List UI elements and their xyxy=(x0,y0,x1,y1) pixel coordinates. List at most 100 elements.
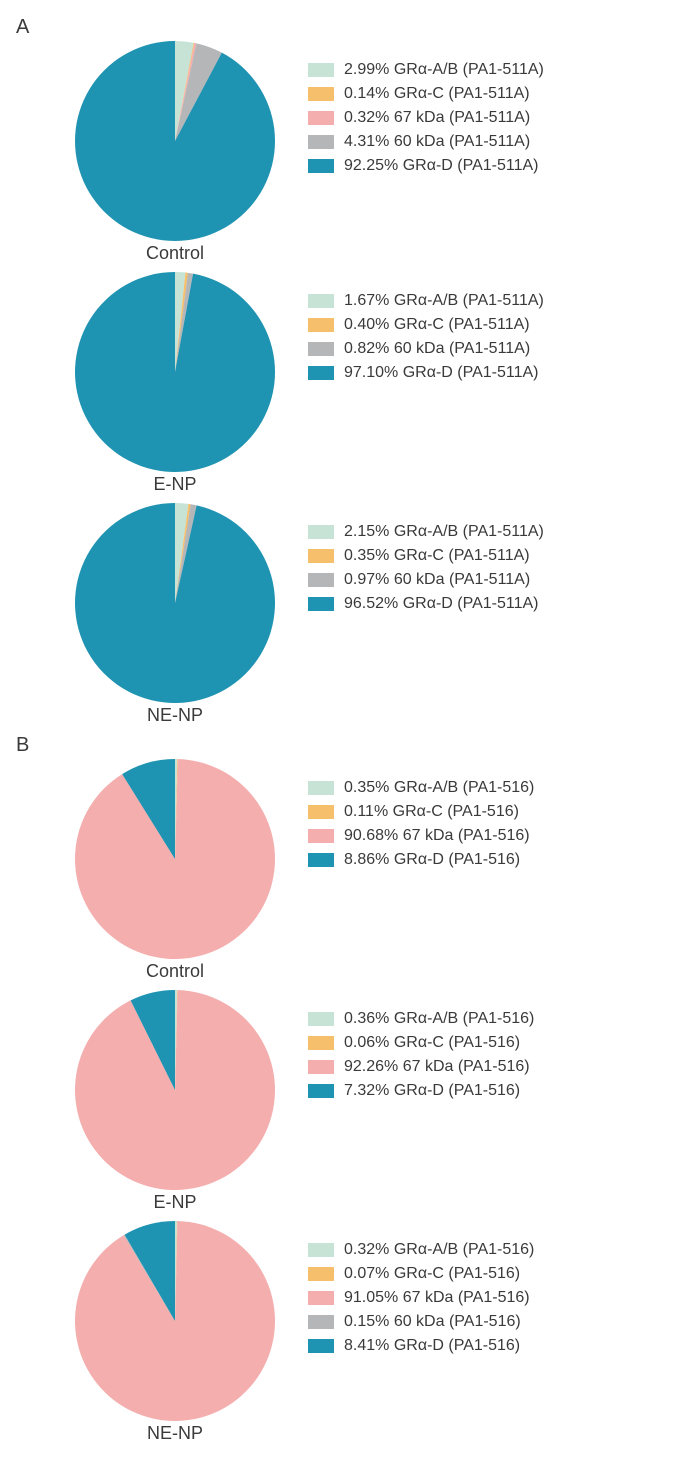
legend-item: 2.15% GRα-A/B (PA1-511A) xyxy=(308,523,544,541)
pie-chart xyxy=(75,759,275,959)
legend-text: 7.32% GRα-D (PA1-516) xyxy=(344,1082,520,1100)
legend-swatch xyxy=(308,111,334,125)
pie-caption: Control xyxy=(146,243,204,264)
legend-text: 8.86% GRα-D (PA1-516) xyxy=(344,851,520,869)
legend-item: 4.31% 60 kDa (PA1-511A) xyxy=(308,133,544,151)
legend-item: 1.67% GRα-A/B (PA1-511A) xyxy=(308,292,544,310)
legend-text: 0.32% 67 kDa (PA1-511A) xyxy=(344,109,530,127)
legend-text: 2.15% GRα-A/B (PA1-511A) xyxy=(344,523,544,541)
chart-row: NE-NP 0.32% GRα-A/B (PA1-516) 0.07% GRα-C … xyxy=(60,1221,675,1444)
legend-swatch xyxy=(308,573,334,587)
legend: 0.36% GRα-A/B (PA1-516) 0.06% GRα-C (PA1-… xyxy=(308,1010,534,1106)
legend-item: 90.68% 67 kDa (PA1-516) xyxy=(308,827,534,845)
chart-row: Control 0.35% GRα-A/B (PA1-516) 0.11% GRα-… xyxy=(60,759,675,982)
legend: 0.32% GRα-A/B (PA1-516) 0.07% GRα-C (PA1-… xyxy=(308,1241,534,1361)
legend-text: 2.99% GRα-A/B (PA1-511A) xyxy=(344,61,544,79)
legend-text: 1.67% GRα-A/B (PA1-511A) xyxy=(344,292,544,310)
legend-text: 96.52% GRα-D (PA1-511A) xyxy=(344,595,539,613)
pie-block: E-NP xyxy=(60,272,290,495)
legend-swatch xyxy=(308,1084,334,1098)
legend-text: 0.15% 60 kDa (PA1-516) xyxy=(344,1313,521,1331)
legend-swatch xyxy=(308,342,334,356)
legend-text: 0.40% GRα-C (PA1-511A) xyxy=(344,316,530,334)
pie-slice xyxy=(75,41,275,241)
legend-item: 2.99% GRα-A/B (PA1-511A) xyxy=(308,61,544,79)
legend-swatch xyxy=(308,135,334,149)
legend: 2.15% GRα-A/B (PA1-511A) 0.35% GRα-C (PA1… xyxy=(308,523,544,619)
legend-item: 0.32% GRα-A/B (PA1-516) xyxy=(308,1241,534,1259)
pie-block: Control xyxy=(60,759,290,982)
legend-text: 0.32% GRα-A/B (PA1-516) xyxy=(344,1241,534,1259)
pie-caption: E-NP xyxy=(153,1192,196,1213)
legend-item: 8.86% GRα-D (PA1-516) xyxy=(308,851,534,869)
pie-chart xyxy=(75,990,275,1190)
legend-swatch xyxy=(308,318,334,332)
pie-chart xyxy=(75,41,275,241)
legend-text: 97.10% GRα-D (PA1-511A) xyxy=(344,364,539,382)
pie-caption: NE-NP xyxy=(147,705,203,726)
legend-item: 0.14% GRα-C (PA1-511A) xyxy=(308,85,544,103)
chart-row: E-NP 0.36% GRα-A/B (PA1-516) 0.06% GRα-C (… xyxy=(60,990,675,1213)
legend-item: 0.36% GRα-A/B (PA1-516) xyxy=(308,1010,534,1028)
legend-text: 0.35% GRα-A/B (PA1-516) xyxy=(344,779,534,797)
pie-block: Control xyxy=(60,41,290,264)
legend-text: 4.31% 60 kDa (PA1-511A) xyxy=(344,133,530,151)
legend-item: 0.35% GRα-A/B (PA1-516) xyxy=(308,779,534,797)
legend-swatch xyxy=(308,805,334,819)
legend-item: 0.11% GRα-C (PA1-516) xyxy=(308,803,534,821)
legend: 1.67% GRα-A/B (PA1-511A) 0.40% GRα-C (PA1… xyxy=(308,292,544,388)
legend-item: 0.82% 60 kDa (PA1-511A) xyxy=(308,340,544,358)
legend-text: 0.11% GRα-C (PA1-516) xyxy=(344,803,519,821)
legend-swatch xyxy=(308,63,334,77)
legend-swatch xyxy=(308,1315,334,1329)
legend-swatch xyxy=(308,829,334,843)
panel-label: A xyxy=(16,16,675,39)
legend-text: 0.07% GRα-C (PA1-516) xyxy=(344,1265,520,1283)
legend-item: 97.10% GRα-D (PA1-511A) xyxy=(308,364,544,382)
legend-swatch xyxy=(308,159,334,173)
legend-item: 0.15% 60 kDa (PA1-516) xyxy=(308,1313,534,1331)
legend-item: 0.07% GRα-C (PA1-516) xyxy=(308,1265,534,1283)
legend-item: 92.25% GRα-D (PA1-511A) xyxy=(308,157,544,175)
legend-text: 0.35% GRα-C (PA1-511A) xyxy=(344,547,530,565)
legend-text: 8.41% GRα-D (PA1-516) xyxy=(344,1337,520,1355)
legend-item: 92.26% 67 kDa (PA1-516) xyxy=(308,1058,534,1076)
legend: 0.35% GRα-A/B (PA1-516) 0.11% GRα-C (PA1-… xyxy=(308,779,534,875)
legend-swatch xyxy=(308,853,334,867)
legend-swatch xyxy=(308,781,334,795)
legend-item: 96.52% GRα-D (PA1-511A) xyxy=(308,595,544,613)
panel-label: B xyxy=(16,734,675,757)
legend-item: 91.05% 67 kDa (PA1-516) xyxy=(308,1289,534,1307)
pie-chart xyxy=(75,1221,275,1421)
pie-chart xyxy=(75,272,275,472)
legend-swatch xyxy=(308,525,334,539)
legend-text: 0.97% 60 kDa (PA1-511A) xyxy=(344,571,530,589)
legend-swatch xyxy=(308,549,334,563)
legend-swatch xyxy=(308,87,334,101)
legend-swatch xyxy=(308,597,334,611)
legend-swatch xyxy=(308,1243,334,1257)
legend-swatch xyxy=(308,294,334,308)
legend-text: 0.06% GRα-C (PA1-516) xyxy=(344,1034,520,1052)
legend-text: 92.25% GRα-D (PA1-511A) xyxy=(344,157,539,175)
legend-item: 7.32% GRα-D (PA1-516) xyxy=(308,1082,534,1100)
legend-swatch xyxy=(308,1339,334,1353)
pie-block: NE-NP xyxy=(60,1221,290,1444)
legend-swatch xyxy=(308,1036,334,1050)
chart-row: Control 2.99% GRα-A/B (PA1-511A) 0.14% GRα… xyxy=(60,41,675,264)
legend: 2.99% GRα-A/B (PA1-511A) 0.14% GRα-C (PA1… xyxy=(308,61,544,181)
legend-item: 0.32% 67 kDa (PA1-511A) xyxy=(308,109,544,127)
chart-row: E-NP 1.67% GRα-A/B (PA1-511A) 0.40% GRα-C … xyxy=(60,272,675,495)
pie-caption: E-NP xyxy=(153,474,196,495)
pie-slice xyxy=(75,503,275,703)
legend-text: 0.82% 60 kDa (PA1-511A) xyxy=(344,340,530,358)
legend-item: 0.97% 60 kDa (PA1-511A) xyxy=(308,571,544,589)
legend-item: 8.41% GRα-D (PA1-516) xyxy=(308,1337,534,1355)
legend-item: 0.35% GRα-C (PA1-511A) xyxy=(308,547,544,565)
legend-text: 0.14% GRα-C (PA1-511A) xyxy=(344,85,530,103)
legend-text: 92.26% 67 kDa (PA1-516) xyxy=(344,1058,530,1076)
pie-block: NE-NP xyxy=(60,503,290,726)
legend-text: 0.36% GRα-A/B (PA1-516) xyxy=(344,1010,534,1028)
legend-item: 0.40% GRα-C (PA1-511A) xyxy=(308,316,544,334)
legend-swatch xyxy=(308,1267,334,1281)
